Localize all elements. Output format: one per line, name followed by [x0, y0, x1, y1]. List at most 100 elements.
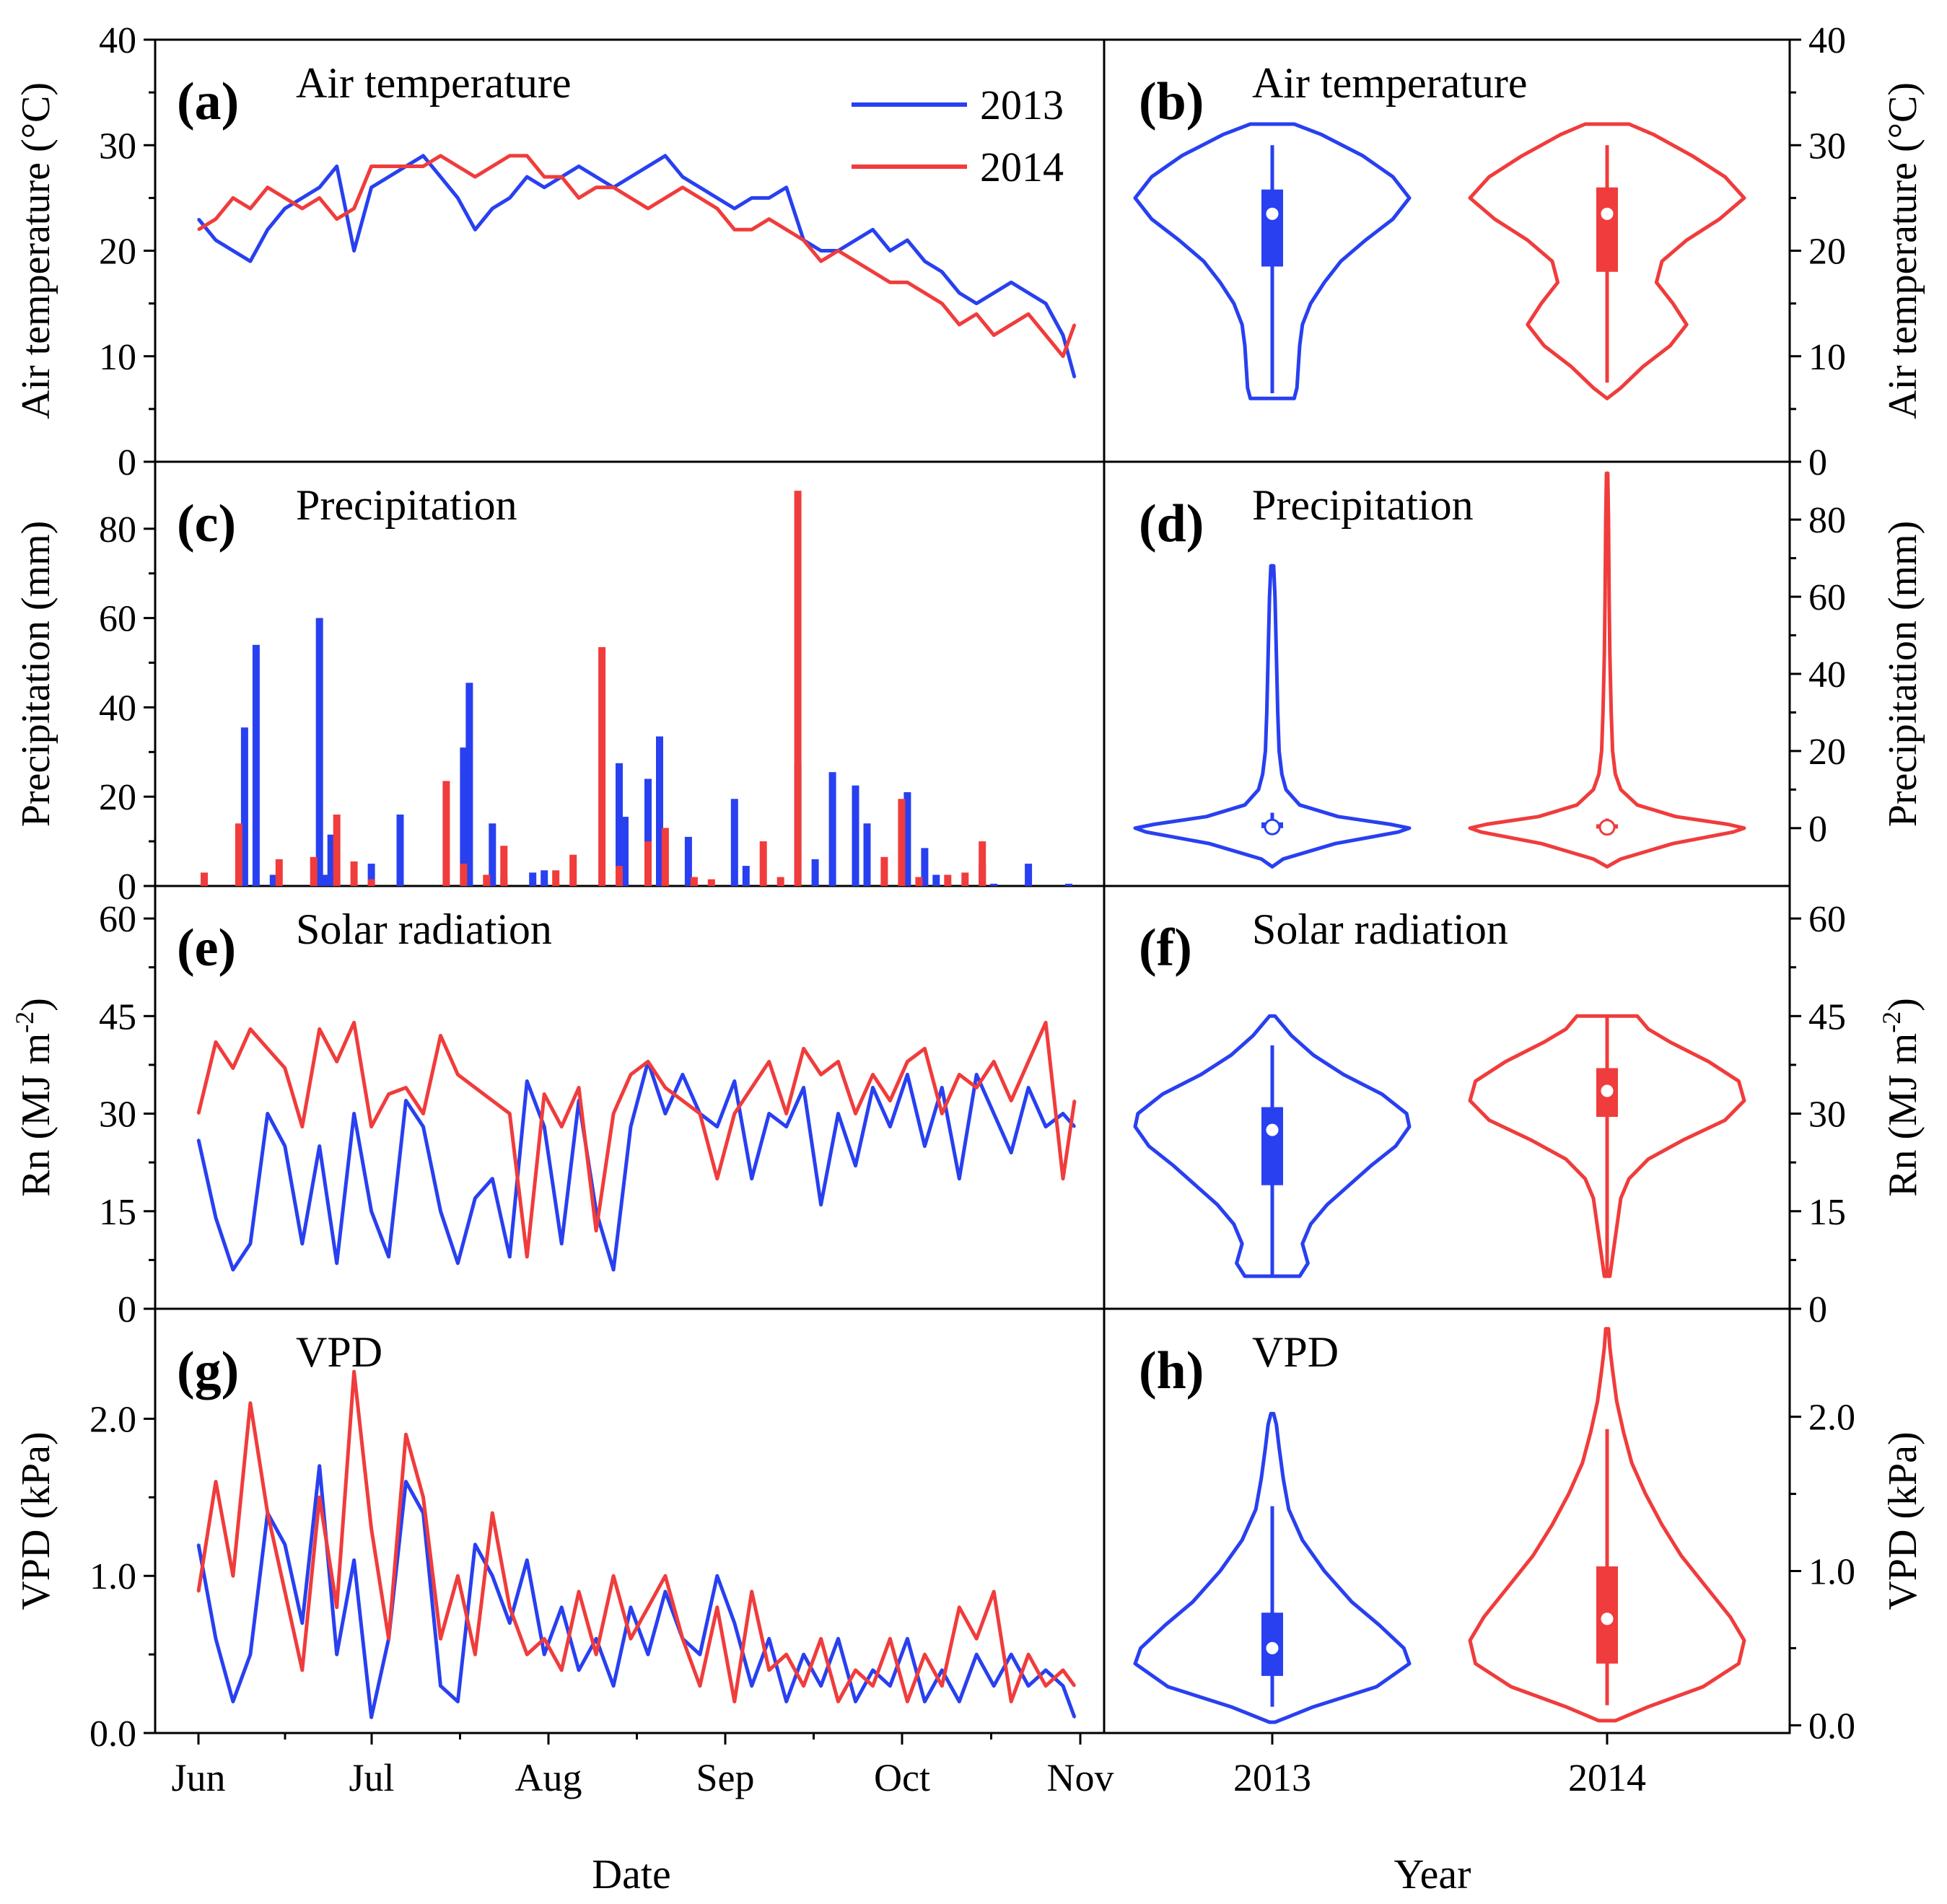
ylabel-main: Rn (MJ m: [14, 1033, 58, 1197]
data-point-2013: [940, 1669, 943, 1672]
data-point-2014: [958, 323, 961, 326]
data-point-2013: [785, 186, 788, 189]
data-point-2013: [906, 1637, 909, 1640]
y-axis-title: Air temperature (°C): [14, 82, 58, 419]
bar-2014: [961, 872, 969, 886]
bar-2014: [598, 646, 606, 886]
data-point-2014: [353, 1021, 356, 1024]
data-point-2014: [595, 1229, 598, 1232]
data-point-2013: [422, 154, 424, 157]
ylabel-close: ): [1881, 998, 1925, 1012]
data-point-2014: [1062, 355, 1064, 358]
x-tick-label: Aug: [515, 1756, 582, 1799]
x-axis-title: Year: [1394, 1851, 1471, 1898]
panel-d: 0 20 40 60 80 Precipitation (mm) (d) Precipitat…: [1133, 471, 1925, 869]
panel-label: (e): [177, 918, 236, 978]
ylabel-superscript: -2: [1877, 1012, 1906, 1033]
y-tick-label: 30: [99, 126, 136, 167]
data-point-2014: [647, 207, 649, 210]
data-point-2013: [716, 1574, 719, 1577]
data-point-2014: [820, 1637, 823, 1640]
data-point-2014: [214, 218, 217, 221]
bar-2013: [742, 866, 750, 886]
data-point-2013: [681, 1073, 684, 1076]
data-point-2013: [837, 1113, 839, 1115]
data-point-2013: [1073, 1126, 1076, 1128]
data-point-2013: [820, 250, 823, 252]
bar-2013: [315, 618, 323, 886]
data-point-2014: [992, 1060, 995, 1063]
plot-area: [196, 1369, 1077, 1719]
violin-outline-2014: [1468, 122, 1746, 400]
y-tick-label: 40: [1808, 20, 1846, 61]
data-point-2014: [1062, 1177, 1064, 1180]
x-tick-label: Oct: [874, 1756, 930, 1799]
data-point-2014: [837, 250, 839, 252]
data-point-2014: [197, 228, 200, 231]
y-tick-label: 80: [1808, 500, 1846, 541]
data-point-2014: [439, 1034, 442, 1037]
bar-2013: [730, 799, 738, 886]
data-point-2014: [301, 207, 304, 210]
panel-title: Precipitation: [1252, 481, 1474, 529]
data-point-2013: [768, 1637, 771, 1640]
data-point-2014: [975, 1637, 978, 1640]
data-point-2014: [699, 1685, 701, 1688]
data-point-2013: [751, 196, 753, 199]
bar-2014: [759, 841, 767, 886]
y-tick-label: 10: [99, 337, 136, 378]
data-point-2014: [353, 1370, 356, 1373]
data-point-2014: [370, 165, 373, 167]
data-point-2014: [837, 1060, 839, 1063]
data-point-2014: [1027, 1653, 1030, 1656]
bar-2014: [644, 841, 652, 886]
bar-2013: [489, 823, 496, 886]
panel-title: VPD: [296, 1328, 382, 1376]
data-point-2013: [456, 196, 459, 199]
data-point-2013: [577, 1669, 580, 1672]
data-point-2013: [370, 1716, 373, 1719]
data-point-2014: [699, 196, 701, 199]
data-point-2014: [197, 1113, 200, 1115]
data-point-2014: [508, 1113, 511, 1115]
data-point-2014: [232, 196, 235, 199]
panel-label: (d): [1139, 494, 1204, 553]
panel-label: (a): [177, 72, 239, 131]
data-point-2013: [266, 1113, 269, 1115]
data-point-2014: [785, 1653, 788, 1656]
bar-2013: [616, 763, 623, 886]
data-point-2014: [802, 1685, 805, 1688]
data-point-2014: [543, 1093, 546, 1095]
panel-label: (h): [1139, 1341, 1204, 1400]
x-tick-label: Sep: [696, 1756, 755, 1799]
data-point-2013: [422, 1126, 424, 1128]
data-point-2013: [508, 196, 511, 199]
data-point-2014: [491, 1512, 494, 1514]
bar-2013: [240, 727, 248, 886]
data-point-2013: [353, 1558, 356, 1561]
data-point-2014: [388, 165, 390, 167]
data-point-2014: [336, 218, 338, 221]
x-tick-label: 2013: [1233, 1756, 1311, 1799]
legend-label-2013: 2013: [980, 82, 1064, 128]
plot-area: [1133, 1327, 1746, 1724]
data-point-2014: [664, 1574, 667, 1577]
data-point-2013: [768, 196, 771, 199]
data-point-2013: [906, 239, 909, 242]
y-tick-label: 15: [1808, 1192, 1846, 1233]
data-point-2013: [543, 1126, 546, 1128]
data-point-2014: [1062, 1669, 1064, 1672]
data-point-2014: [473, 1087, 476, 1089]
data-point-2013: [733, 207, 736, 210]
x-tick-label: Jul: [349, 1756, 394, 1799]
data-point-2013: [439, 1685, 442, 1688]
data-point-2014: [1073, 1100, 1076, 1102]
data-point-2013: [473, 1197, 476, 1200]
data-point-2013: [1010, 1151, 1012, 1154]
data-point-2014: [992, 334, 995, 336]
data-point-2014: [508, 154, 511, 157]
data-point-2013: [629, 1606, 632, 1609]
data-point-2014: [560, 175, 563, 178]
data-point-2013: [318, 186, 321, 189]
violin-median-2014: [1598, 819, 1616, 836]
